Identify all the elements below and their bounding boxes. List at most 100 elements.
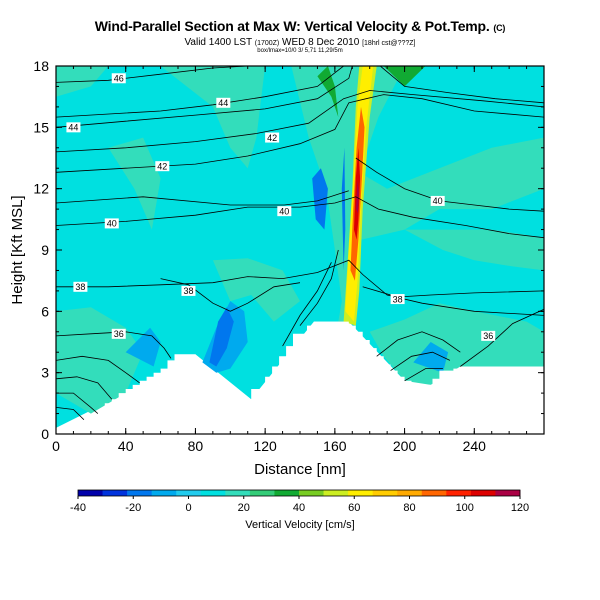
velocity-region-11 (383, 66, 426, 87)
contour-label-7: 40 (279, 206, 289, 216)
colorbar-swatch-12 (372, 490, 398, 496)
theta-contour-3 (56, 94, 544, 173)
colorbar: -40 -20 0 20 40 60 80 100 120 (70, 489, 529, 514)
theta-contour-16 (56, 407, 85, 420)
x-tick-label-2: 80 (188, 438, 204, 454)
colorbar-tick-label-5: 60 (348, 502, 360, 514)
theta-contour-14 (56, 376, 113, 400)
theta-contour-20 (390, 351, 451, 371)
colorbar-swatch-0 (78, 490, 103, 496)
velocity-region-3 (291, 66, 405, 322)
theta-contour-21 (404, 368, 443, 382)
contour-label-box-0 (66, 122, 81, 133)
contour-label-2: 44 (218, 98, 228, 108)
y-axis-label: Height [Kft MSL] (9, 195, 26, 304)
subtitle-valid: Valid 1400 LST (184, 37, 252, 48)
theta-contour-5 (56, 196, 544, 239)
velocity-region-15 (209, 307, 234, 367)
theta-contour-15 (56, 392, 99, 414)
colorbar-tick-label-0: -40 (70, 502, 86, 514)
theta-contour-19 (376, 331, 461, 357)
theta-contour-11 (56, 331, 172, 359)
colorbar-swatch-8 (274, 490, 300, 496)
y-tick-label-5: 15 (33, 119, 49, 135)
contour-label-box-6 (430, 195, 445, 206)
theta-contour-12 (460, 308, 544, 367)
contour-label-9: 38 (393, 294, 403, 304)
colorbar-swatch-3 (151, 490, 177, 496)
contour-label-3: 42 (157, 161, 167, 171)
contour-label-box-7 (277, 206, 292, 217)
colorbar-tick-label-6: 80 (403, 502, 415, 514)
colorbar-tick-label-4: 40 (293, 502, 305, 514)
x-tick-label-1: 40 (118, 438, 134, 454)
x-tick-label-4: 160 (323, 438, 347, 454)
y-tick-label-6: 18 (33, 58, 49, 74)
colorbar-swatch-6 (225, 490, 251, 496)
chart-title-text: Wind-Parallel Section at Max W: Vertical… (94, 18, 490, 34)
chart-title-mark: (C) (493, 23, 506, 33)
contour-label-box-1 (111, 73, 126, 84)
contour-label-box-2 (216, 97, 231, 108)
velocity-region-2 (160, 66, 266, 169)
theta-contour-13 (56, 355, 140, 384)
velocity-region-10 (317, 66, 339, 118)
colorbar-swatch-16 (470, 490, 496, 496)
terrain-shape (56, 321, 544, 434)
contour-label-box-4 (265, 132, 280, 143)
contour-label-box-9 (390, 294, 405, 305)
x-tick-label-5: 200 (393, 438, 417, 454)
contour-label-box-3 (155, 161, 170, 172)
subtitle-note: [18hrl cst@???Z] (362, 40, 416, 47)
colorbar-swatch-10 (323, 490, 349, 496)
colorbar-swatch-11 (348, 490, 374, 496)
contour-label-box-8 (73, 281, 88, 292)
contour-label-5: 40 (107, 219, 117, 229)
contour-label-box-5 (104, 218, 119, 229)
colorbar-tick-label-2: 0 (185, 502, 191, 514)
x-tick-label-3: 120 (253, 438, 277, 454)
subtitle-utc: (1700Z) (254, 40, 280, 47)
velocity-region-14 (413, 342, 449, 373)
colorbar-swatch-2 (127, 490, 153, 496)
contour-label-box-12 (481, 330, 496, 341)
velocity-region-6 (369, 303, 544, 385)
y-tick-label-0: 0 (41, 426, 49, 442)
y-tick-label-3: 9 (41, 242, 49, 258)
theta-contour-8 (56, 259, 544, 316)
colorbar-swatch-15 (446, 490, 472, 496)
contour-label-box-11 (111, 328, 126, 339)
contour-label-8: 38 (75, 282, 85, 292)
contour-label-12: 36 (483, 331, 493, 341)
theta-contour-9 (362, 286, 544, 298)
x-axis-label: Distance [nm] (254, 461, 346, 478)
theta-contour-4 (56, 90, 544, 153)
y-tick-label-2: 6 (41, 303, 49, 319)
y-tick-label-1: 3 (41, 365, 49, 381)
subtitle-date: WED 8 Dec 2010 (282, 37, 360, 48)
colorbar-tick-label-1: -20 (125, 502, 141, 514)
chart-subtitle: Valid 1400 LST (1700Z) WED 8 Dec 2010 [1… (0, 37, 600, 48)
x-tick-label-6: 240 (463, 438, 487, 454)
chart-title: Wind-Parallel Section at Max W: Vertical… (0, 18, 600, 34)
terrain-mask (56, 321, 544, 434)
theta-contour-17 (299, 249, 339, 326)
theta-contour-7 (56, 190, 349, 206)
colorbar-swatch-14 (421, 490, 447, 496)
theta-contour-1 (56, 66, 248, 83)
contour-label-11: 36 (114, 329, 124, 339)
colorbar-swatch-13 (397, 490, 423, 496)
colorbar-tick-label-3: 20 (238, 502, 250, 514)
contour-label-0: 44 (68, 123, 78, 133)
velocity-region-7 (212, 258, 300, 322)
velocity-region-4 (108, 137, 161, 230)
chart-subtitle-small: box/lmax=10/0 3/ 5,71 11,29/5m (257, 48, 343, 54)
theta-contour-0 (56, 66, 544, 128)
contour-label-4: 42 (267, 133, 277, 143)
velocity-region-9 (404, 229, 544, 271)
colorbar-swatch-9 (299, 490, 324, 496)
contour-label-box-10 (181, 285, 196, 296)
colorbar-swatch-5 (200, 490, 226, 496)
